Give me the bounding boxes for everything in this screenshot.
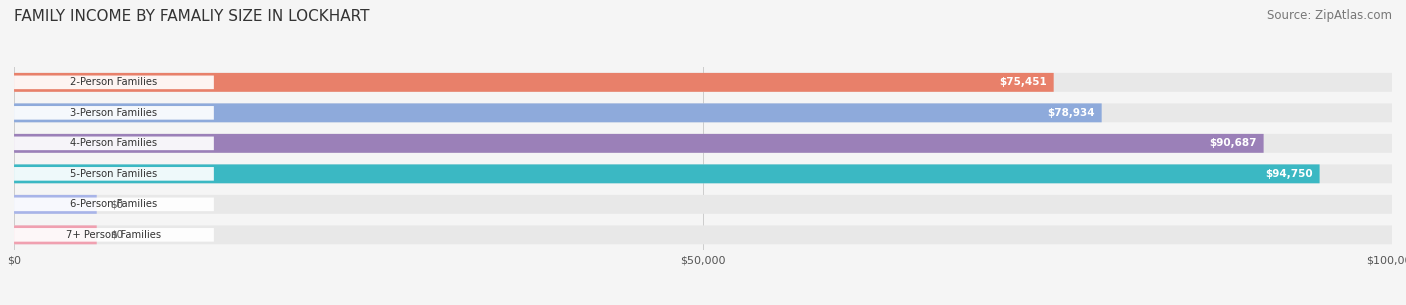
FancyBboxPatch shape: [14, 73, 1392, 92]
FancyBboxPatch shape: [14, 195, 97, 214]
FancyBboxPatch shape: [14, 103, 1392, 122]
FancyBboxPatch shape: [14, 134, 1392, 153]
Text: 4-Person Families: 4-Person Families: [70, 138, 157, 148]
FancyBboxPatch shape: [14, 73, 1053, 92]
FancyBboxPatch shape: [14, 195, 1392, 214]
Text: $90,687: $90,687: [1209, 138, 1257, 148]
Text: 6-Person Families: 6-Person Families: [70, 199, 157, 209]
Text: $0: $0: [111, 230, 124, 240]
FancyBboxPatch shape: [14, 137, 214, 150]
Text: Source: ZipAtlas.com: Source: ZipAtlas.com: [1267, 9, 1392, 22]
FancyBboxPatch shape: [14, 164, 1392, 183]
Text: $0: $0: [111, 199, 124, 209]
FancyBboxPatch shape: [14, 228, 214, 242]
Text: 5-Person Families: 5-Person Families: [70, 169, 157, 179]
Text: $94,750: $94,750: [1265, 169, 1313, 179]
FancyBboxPatch shape: [14, 164, 1320, 183]
FancyBboxPatch shape: [14, 167, 214, 181]
FancyBboxPatch shape: [14, 225, 97, 244]
Text: 7+ Person Families: 7+ Person Families: [66, 230, 162, 240]
Text: FAMILY INCOME BY FAMALIY SIZE IN LOCKHART: FAMILY INCOME BY FAMALIY SIZE IN LOCKHAR…: [14, 9, 370, 24]
FancyBboxPatch shape: [14, 106, 214, 120]
FancyBboxPatch shape: [14, 198, 214, 211]
Text: 3-Person Families: 3-Person Families: [70, 108, 157, 118]
Text: 2-Person Families: 2-Person Families: [70, 77, 157, 87]
FancyBboxPatch shape: [14, 103, 1102, 122]
FancyBboxPatch shape: [14, 76, 214, 89]
FancyBboxPatch shape: [14, 134, 1264, 153]
Text: $75,451: $75,451: [1000, 77, 1047, 87]
FancyBboxPatch shape: [14, 225, 1392, 244]
Text: $78,934: $78,934: [1047, 108, 1095, 118]
